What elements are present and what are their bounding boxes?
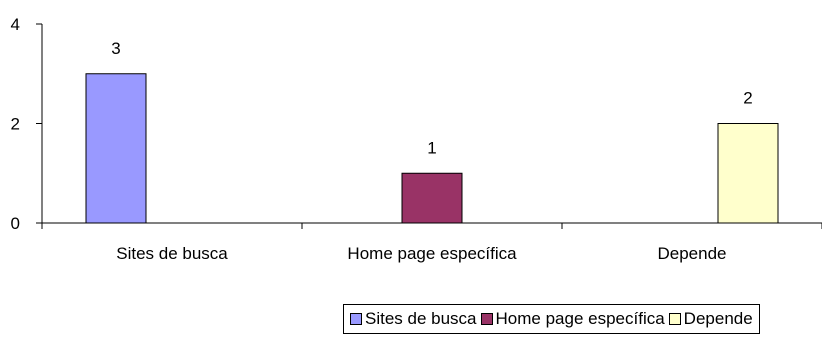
x-category-label: Depende	[657, 244, 726, 263]
y-tick-label: 0	[11, 214, 20, 233]
bar-chart-plot: 0 2 4 3 1 2 Sites de busca Home page específi…	[11, 15, 822, 263]
y-axis-ticks: 0 2 4	[11, 15, 42, 233]
data-labels: 3 1 2	[111, 39, 752, 158]
x-category-label: Home page específica	[347, 244, 517, 263]
x-axis-ticks	[41, 223, 822, 229]
legend-swatch	[668, 313, 681, 325]
y-tick-label: 2	[11, 115, 20, 134]
legend-item: Depende	[668, 309, 753, 329]
legend-label: Home page específica	[495, 309, 665, 328]
legend-item: Sites de busca	[350, 309, 477, 329]
legend-item: Home page específica	[480, 309, 665, 329]
legend-swatch	[350, 313, 362, 325]
legend: Sites de busca Home page específica Depend…	[343, 304, 760, 334]
data-label: 2	[743, 89, 752, 108]
bar	[401, 172, 463, 224]
x-axis-labels: Sites de busca Home page específica Depend…	[116, 244, 726, 263]
data-label: 3	[111, 39, 120, 58]
y-tick-label: 4	[11, 15, 20, 34]
bars	[85, 73, 779, 224]
data-label: 1	[427, 138, 436, 157]
bar	[717, 123, 779, 224]
x-category-label: Sites de busca	[116, 244, 228, 263]
bar	[85, 73, 147, 224]
legend-label: Sites de busca	[365, 309, 477, 328]
legend-label: Depende	[683, 309, 753, 328]
legend-swatch	[480, 313, 493, 325]
